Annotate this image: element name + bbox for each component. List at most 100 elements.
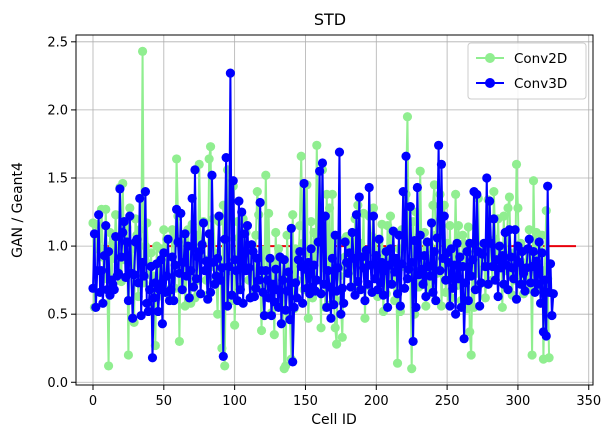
conv3d-point	[422, 237, 432, 247]
conv2d-point	[499, 211, 509, 221]
conv3d-point	[520, 286, 530, 296]
conv3d-point	[465, 238, 475, 248]
conv3d-point	[460, 278, 471, 288]
conv3d-point	[116, 252, 126, 262]
legend: Conv2D Conv3D	[467, 42, 587, 100]
conv3d-point	[366, 260, 376, 270]
conv3d-point	[242, 221, 252, 231]
conv3d-point	[327, 253, 337, 263]
conv2d-point	[524, 225, 534, 235]
conv3d-point	[485, 196, 495, 206]
conv3d-point	[378, 290, 388, 300]
conv3d-point	[315, 166, 325, 176]
conv3d-point	[361, 245, 371, 255]
conv3d-point	[374, 234, 384, 244]
conv3d-point	[341, 257, 352, 268]
conv3d-point	[119, 216, 129, 227]
conv2d-point	[295, 221, 305, 231]
conv3d-point	[261, 266, 271, 276]
conv3d-point	[170, 260, 180, 270]
conv3d-point	[306, 244, 316, 254]
conv3d-point	[434, 140, 444, 150]
conv3d-point	[346, 282, 356, 292]
conv2d-point	[330, 323, 340, 333]
conv3d-point	[383, 302, 393, 312]
y-tick-label: 2.0	[47, 103, 68, 118]
conv3d-point	[358, 263, 369, 273]
conv2d-point	[254, 210, 264, 220]
conv2d-point	[458, 230, 468, 240]
conv3d-point	[94, 210, 104, 220]
conv3d-point	[395, 301, 405, 311]
conv2d-point	[383, 221, 393, 231]
conv3d-point	[339, 298, 349, 308]
x-tick-label: 150	[293, 394, 318, 409]
conv3d-point	[286, 223, 296, 233]
conv3d-point	[387, 279, 397, 289]
conv3d-point	[190, 165, 200, 175]
conv2d-point	[159, 225, 169, 235]
x-tick-label: 200	[364, 394, 389, 409]
conv3d-point	[343, 268, 353, 278]
conv3d-point	[221, 152, 231, 163]
conv3d-point	[431, 295, 441, 306]
conv2d-point	[174, 336, 184, 347]
conv3d-point	[252, 253, 262, 263]
conv3d-point	[397, 259, 407, 269]
plot-frame	[75, 34, 594, 386]
conv3d-point	[281, 305, 291, 315]
conv3d-point	[111, 231, 121, 242]
conv3d-point	[326, 313, 336, 323]
conv3d-point	[349, 253, 359, 263]
conv3d-point	[230, 255, 240, 265]
conv2d-point	[421, 301, 431, 311]
conv3d-point	[295, 246, 305, 257]
conv3d-point	[489, 214, 499, 224]
conv2d-point	[137, 46, 148, 56]
conv3d-point	[103, 246, 114, 257]
conv3d-point	[101, 221, 111, 231]
conv2d-point	[269, 330, 279, 340]
conv3d-point	[452, 238, 462, 248]
conv3d-point	[497, 251, 507, 261]
conv2d-point	[480, 293, 490, 303]
conv3d-point	[174, 268, 184, 278]
conv3d-point	[417, 264, 427, 274]
conv3d-point	[516, 279, 526, 289]
conv2d-point	[306, 216, 316, 227]
conv3d-point	[186, 266, 196, 276]
conv3d-point	[323, 266, 333, 276]
conv3d-point	[459, 334, 469, 344]
conv2d-point	[217, 343, 227, 353]
conv3d-point	[424, 261, 434, 272]
conv2d-point	[360, 313, 370, 323]
conv2d-point	[252, 187, 262, 197]
conv3d-point	[222, 301, 233, 311]
conv3d-point	[313, 237, 323, 247]
conv3d-point	[353, 276, 363, 287]
conv3d-point	[282, 286, 292, 296]
conv3d-point	[271, 264, 281, 274]
conv2d-point	[402, 112, 413, 122]
conv3d-point	[412, 182, 422, 193]
legend-conv2d-label: Conv2D	[514, 51, 567, 67]
conv3d-point	[384, 260, 394, 270]
conv3d-point	[409, 236, 420, 246]
conv3d-point	[265, 253, 275, 263]
conv2d-point	[415, 166, 425, 176]
conv3d-point	[526, 278, 536, 288]
conv2d-point	[204, 154, 214, 164]
conv3d-point	[238, 298, 248, 308]
conv3d-point	[407, 257, 417, 268]
conv3d-point	[133, 278, 143, 288]
x-axis-ticks: 0 50 100 150 200 250 300 350	[89, 385, 601, 409]
conv3d-point	[472, 189, 482, 199]
conv3d-point	[441, 275, 451, 285]
conv3d-point	[477, 249, 488, 259]
conv3d-point	[89, 229, 100, 239]
conv3d-point	[408, 336, 418, 347]
conv3d-point	[514, 257, 524, 268]
conv2d-point	[541, 206, 551, 216]
conv3d-point	[436, 159, 447, 169]
conv2d-point	[303, 313, 313, 323]
